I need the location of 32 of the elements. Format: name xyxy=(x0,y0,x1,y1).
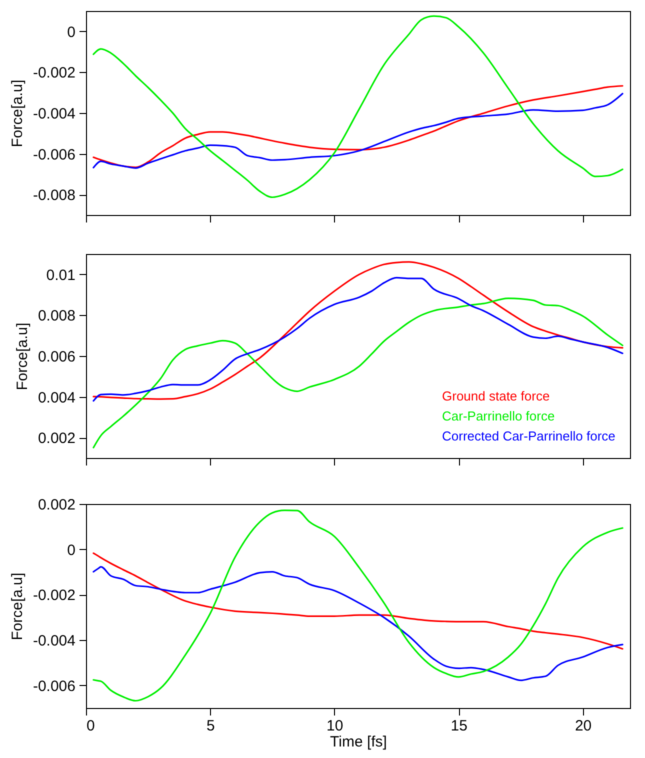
y-tick-label: -0.002 xyxy=(32,587,76,604)
line-series xyxy=(92,566,624,682)
text: Corrected Car-Parrinello force xyxy=(442,428,616,444)
y-tick-label: 0 xyxy=(67,24,76,41)
line-series xyxy=(92,297,624,448)
y-axis-title: Force[a.u] xyxy=(8,572,26,640)
y-tick-label: 0.004 xyxy=(38,389,76,406)
y-tick-label: 0.006 xyxy=(38,348,76,366)
x-tick-label: 20 xyxy=(574,718,592,734)
y-tick-label: 0.01 xyxy=(46,266,76,284)
x-axis-title: Time [fs] xyxy=(330,734,387,750)
x-tick-label: 15 xyxy=(450,718,468,734)
y-tick-label: -0.004 xyxy=(32,632,76,650)
y-tick-label: -0.008 xyxy=(32,187,76,204)
y-tick-label: 0 xyxy=(67,542,76,559)
x-tick-label: 10 xyxy=(326,718,344,734)
y-tick-label: -0.004 xyxy=(32,106,76,122)
text: Car-Parrinello force xyxy=(442,408,555,424)
y-tick-label: -0.002 xyxy=(32,64,76,82)
y-tick-label: -0.006 xyxy=(32,146,76,164)
x-tick-label: 0 xyxy=(86,718,95,734)
x-tick-label: 5 xyxy=(206,718,215,734)
line-series xyxy=(92,510,624,702)
text: Ground state force xyxy=(442,388,550,404)
y-tick-label: 0.002 xyxy=(38,430,76,448)
line-series xyxy=(92,15,624,198)
y-tick-label: 0.008 xyxy=(38,308,76,325)
y-tick-label: -0.006 xyxy=(32,678,76,695)
y-tick-label: 0.002 xyxy=(38,496,76,514)
line-series xyxy=(92,552,624,650)
y-axis-title: Force[a.u] xyxy=(14,322,31,390)
y-axis-title: Force[a.u] xyxy=(8,80,26,148)
